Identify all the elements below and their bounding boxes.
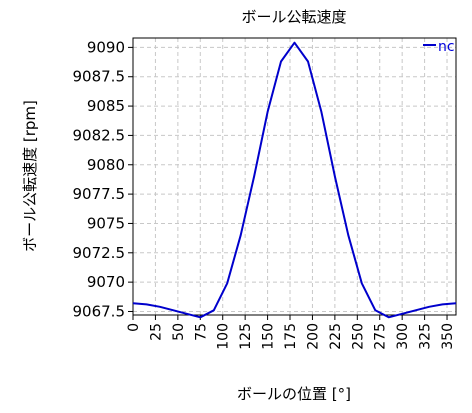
x-tick-label: 200: [305, 323, 321, 350]
legend: nc: [423, 39, 455, 55]
y-tick-label: 9070: [87, 273, 125, 291]
y-tick-label: 9080: [87, 156, 125, 174]
x-tick-label: 25: [148, 323, 164, 341]
y-tick-label: 9085: [87, 97, 125, 115]
y-tick-label: 9075: [87, 214, 125, 232]
y-tick-label: 9082.5: [73, 126, 126, 144]
y-tick-label: 9090: [87, 38, 125, 56]
y-tick-label: 9067.5: [73, 302, 126, 320]
x-axis-label: ボールの位置 [°]: [237, 385, 351, 403]
x-tick-label: 0: [126, 323, 142, 332]
x-tick-label: 150: [261, 323, 277, 350]
chart-title: ボール公転速度: [241, 8, 346, 26]
x-tick-label: 275: [373, 323, 389, 350]
x-tick-label: 50: [171, 323, 187, 341]
x-tick-label: 325: [418, 323, 434, 350]
gridlines: [132, 38, 456, 315]
x-tick-label: 100: [216, 323, 232, 350]
x-axis-ticks: 0 25 50 75 100 125 150 175 200 225 250 275 300 325 350: [126, 315, 456, 350]
y-axis-label: ボール公転速度 [rpm]: [21, 100, 39, 252]
x-tick-label: 350: [440, 323, 456, 350]
series-layer: [132, 41, 457, 319]
x-tick-label: 300: [395, 323, 411, 350]
x-tick-label: 225: [328, 323, 344, 350]
x-tick-label: 125: [238, 323, 254, 350]
legend-label-nc: nc: [438, 39, 455, 55]
x-tick-label: 250: [350, 323, 366, 350]
plot-area: [132, 37, 457, 316]
series-line-nc: [132, 41, 457, 319]
y-tick-label: 9077.5: [73, 185, 126, 203]
x-tick-label: 175: [283, 323, 299, 350]
x-tick-label: 75: [193, 323, 209, 341]
y-tick-label: 9087.5: [73, 68, 126, 86]
y-axis-ticks: 9067.5 9070 9072.5 9075 9077.5 9080 9082.5 9085…: [73, 38, 133, 320]
y-tick-label: 9072.5: [73, 244, 126, 262]
